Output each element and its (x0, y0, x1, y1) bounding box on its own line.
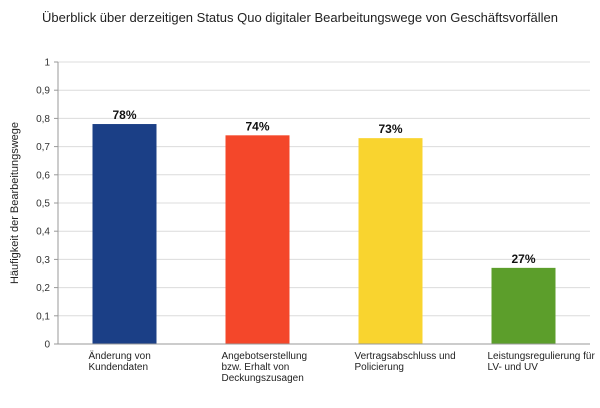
y-tick-label: 0,1 (36, 311, 50, 322)
y-tick-label: 0,2 (36, 283, 50, 294)
data-label: 78% (112, 108, 136, 122)
y-tick-label: 0,6 (36, 170, 50, 181)
y-tick-label: 0,8 (36, 114, 50, 125)
data-label: 74% (245, 119, 269, 133)
bar (225, 135, 290, 344)
bar (358, 138, 423, 344)
bar (92, 124, 157, 344)
bars (92, 124, 556, 344)
y-tick-label: 0,9 (36, 86, 50, 97)
data-labels: 78% 74% 73% 27% (112, 108, 535, 266)
y-tick-label: 0,5 (36, 199, 50, 210)
y-tick-label: 0 (44, 340, 50, 351)
y-tick-label: 0,3 (36, 255, 50, 266)
y-axis-label: Häufigkeit der Bearbeitungswege (9, 122, 21, 284)
data-label: 73% (378, 122, 402, 136)
y-tick-label: 1 (44, 58, 50, 69)
y-axis-ticks: 0 0,1 0,2 0,3 0,4 0,5 0,6 0,7 0,8 0,9 1 (36, 58, 58, 351)
chart-title: Überblick über derzeitigen Status Quo di… (42, 10, 558, 25)
category-labels: Änderung von Kundendaten Angebotserstellun… (89, 350, 596, 384)
category-label: Änderung von Kundendaten (89, 350, 151, 373)
category-label: Vertragsabschluss und Policierung (355, 351, 456, 373)
bar (491, 267, 556, 344)
y-tick-label: 0,4 (36, 227, 50, 238)
y-tick-label: 0,7 (36, 142, 50, 153)
category-label: Leistungsregulierung für LV- und UV (488, 351, 596, 373)
data-label: 27% (511, 252, 535, 266)
category-label: Angebotserstellung bzw. Erhalt von Deckung… (222, 351, 308, 384)
